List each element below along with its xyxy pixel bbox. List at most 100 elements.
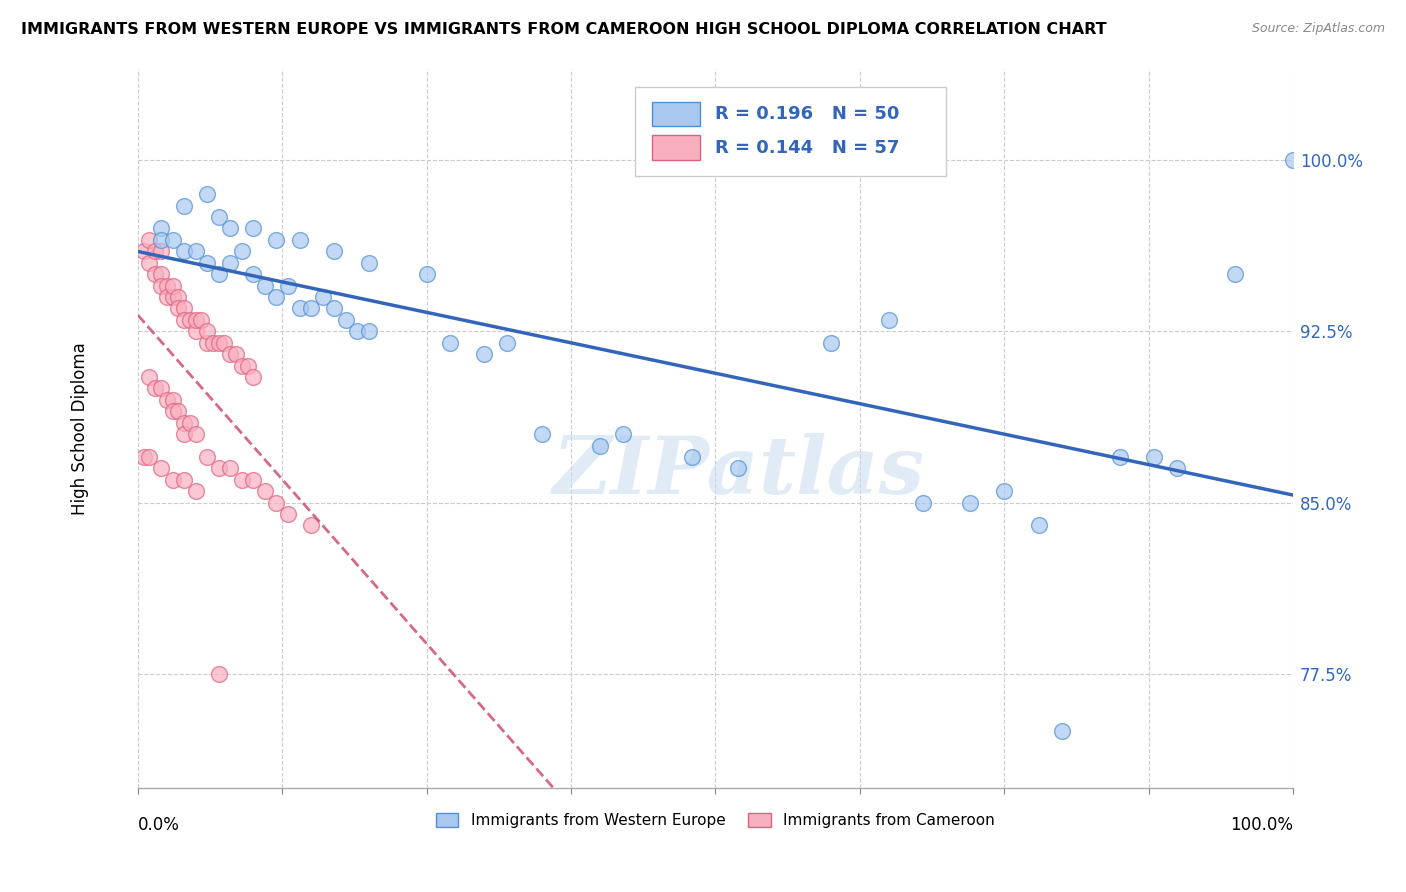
Text: R = 0.144   N = 57: R = 0.144 N = 57 — [716, 138, 900, 157]
Point — [323, 244, 346, 259]
Point — [277, 507, 299, 521]
Point — [167, 301, 190, 316]
Point — [167, 404, 190, 418]
Point — [415, 267, 437, 281]
Point — [156, 392, 179, 407]
Point — [173, 244, 195, 259]
Point — [266, 495, 288, 509]
Point — [173, 416, 195, 430]
Point — [1028, 518, 1050, 533]
Point — [190, 313, 212, 327]
Point — [132, 450, 155, 464]
Point — [1143, 450, 1166, 464]
Point — [184, 427, 207, 442]
Point — [179, 416, 201, 430]
Point — [195, 324, 218, 338]
Y-axis label: High School Diploma: High School Diploma — [72, 342, 89, 515]
Point — [820, 335, 842, 350]
Point — [346, 324, 368, 338]
Point — [357, 324, 380, 338]
Point — [253, 278, 276, 293]
Point — [149, 221, 172, 235]
Text: R = 0.196   N = 50: R = 0.196 N = 50 — [716, 105, 900, 123]
Point — [219, 461, 242, 475]
Point — [288, 233, 311, 247]
Point — [162, 278, 184, 293]
Point — [184, 484, 207, 499]
Point — [474, 347, 496, 361]
Point — [1225, 267, 1247, 281]
Point — [162, 290, 184, 304]
Point — [208, 461, 231, 475]
Point — [173, 473, 195, 487]
Point — [214, 335, 236, 350]
Point — [253, 484, 276, 499]
Point — [242, 473, 264, 487]
Point — [208, 335, 231, 350]
Point — [156, 278, 179, 293]
Point — [173, 199, 195, 213]
Point — [959, 495, 981, 509]
Point — [173, 301, 195, 316]
Point — [184, 313, 207, 327]
Point — [242, 370, 264, 384]
Point — [1282, 153, 1305, 167]
Text: 100.0%: 100.0% — [1230, 815, 1294, 834]
Point — [277, 278, 299, 293]
Point — [877, 313, 900, 327]
Point — [208, 210, 231, 224]
Point — [612, 427, 634, 442]
Point — [149, 278, 172, 293]
Point — [162, 392, 184, 407]
Point — [132, 244, 155, 259]
Point — [149, 267, 172, 281]
Point — [149, 381, 172, 395]
Point — [162, 473, 184, 487]
FancyBboxPatch shape — [652, 102, 700, 126]
Point — [357, 256, 380, 270]
Point — [208, 667, 231, 681]
Text: IMMIGRANTS FROM WESTERN EUROPE VS IMMIGRANTS FROM CAMEROON HIGH SCHOOL DIPLOMA C: IMMIGRANTS FROM WESTERN EUROPE VS IMMIGR… — [21, 22, 1107, 37]
FancyBboxPatch shape — [652, 136, 700, 160]
Point — [138, 256, 160, 270]
Point — [201, 335, 224, 350]
Point — [167, 290, 190, 304]
Point — [162, 404, 184, 418]
Point — [231, 359, 253, 373]
Point — [727, 461, 749, 475]
Point — [266, 233, 288, 247]
Point — [912, 495, 935, 509]
Point — [143, 244, 166, 259]
Point — [195, 335, 218, 350]
Point — [439, 335, 461, 350]
Point — [242, 267, 264, 281]
Legend: Immigrants from Western Europe, Immigrants from Cameroon: Immigrants from Western Europe, Immigran… — [429, 807, 1001, 835]
Point — [236, 359, 259, 373]
Point — [149, 244, 172, 259]
Point — [335, 313, 357, 327]
Point — [288, 301, 311, 316]
Point — [156, 290, 179, 304]
Point — [195, 450, 218, 464]
Point — [231, 473, 253, 487]
Point — [681, 450, 703, 464]
Point — [179, 313, 201, 327]
Point — [173, 427, 195, 442]
Point — [231, 244, 253, 259]
Point — [149, 233, 172, 247]
Point — [195, 187, 218, 202]
Point — [219, 221, 242, 235]
Point — [1050, 724, 1073, 739]
Point — [219, 256, 242, 270]
Text: ZIPatlas: ZIPatlas — [553, 433, 925, 510]
Point — [531, 427, 554, 442]
Point — [311, 290, 333, 304]
Point — [225, 347, 247, 361]
Point — [149, 461, 172, 475]
Text: 0.0%: 0.0% — [138, 815, 180, 834]
Point — [1108, 450, 1130, 464]
Point — [138, 233, 160, 247]
Point — [242, 221, 264, 235]
Point — [496, 335, 519, 350]
Point — [299, 301, 322, 316]
